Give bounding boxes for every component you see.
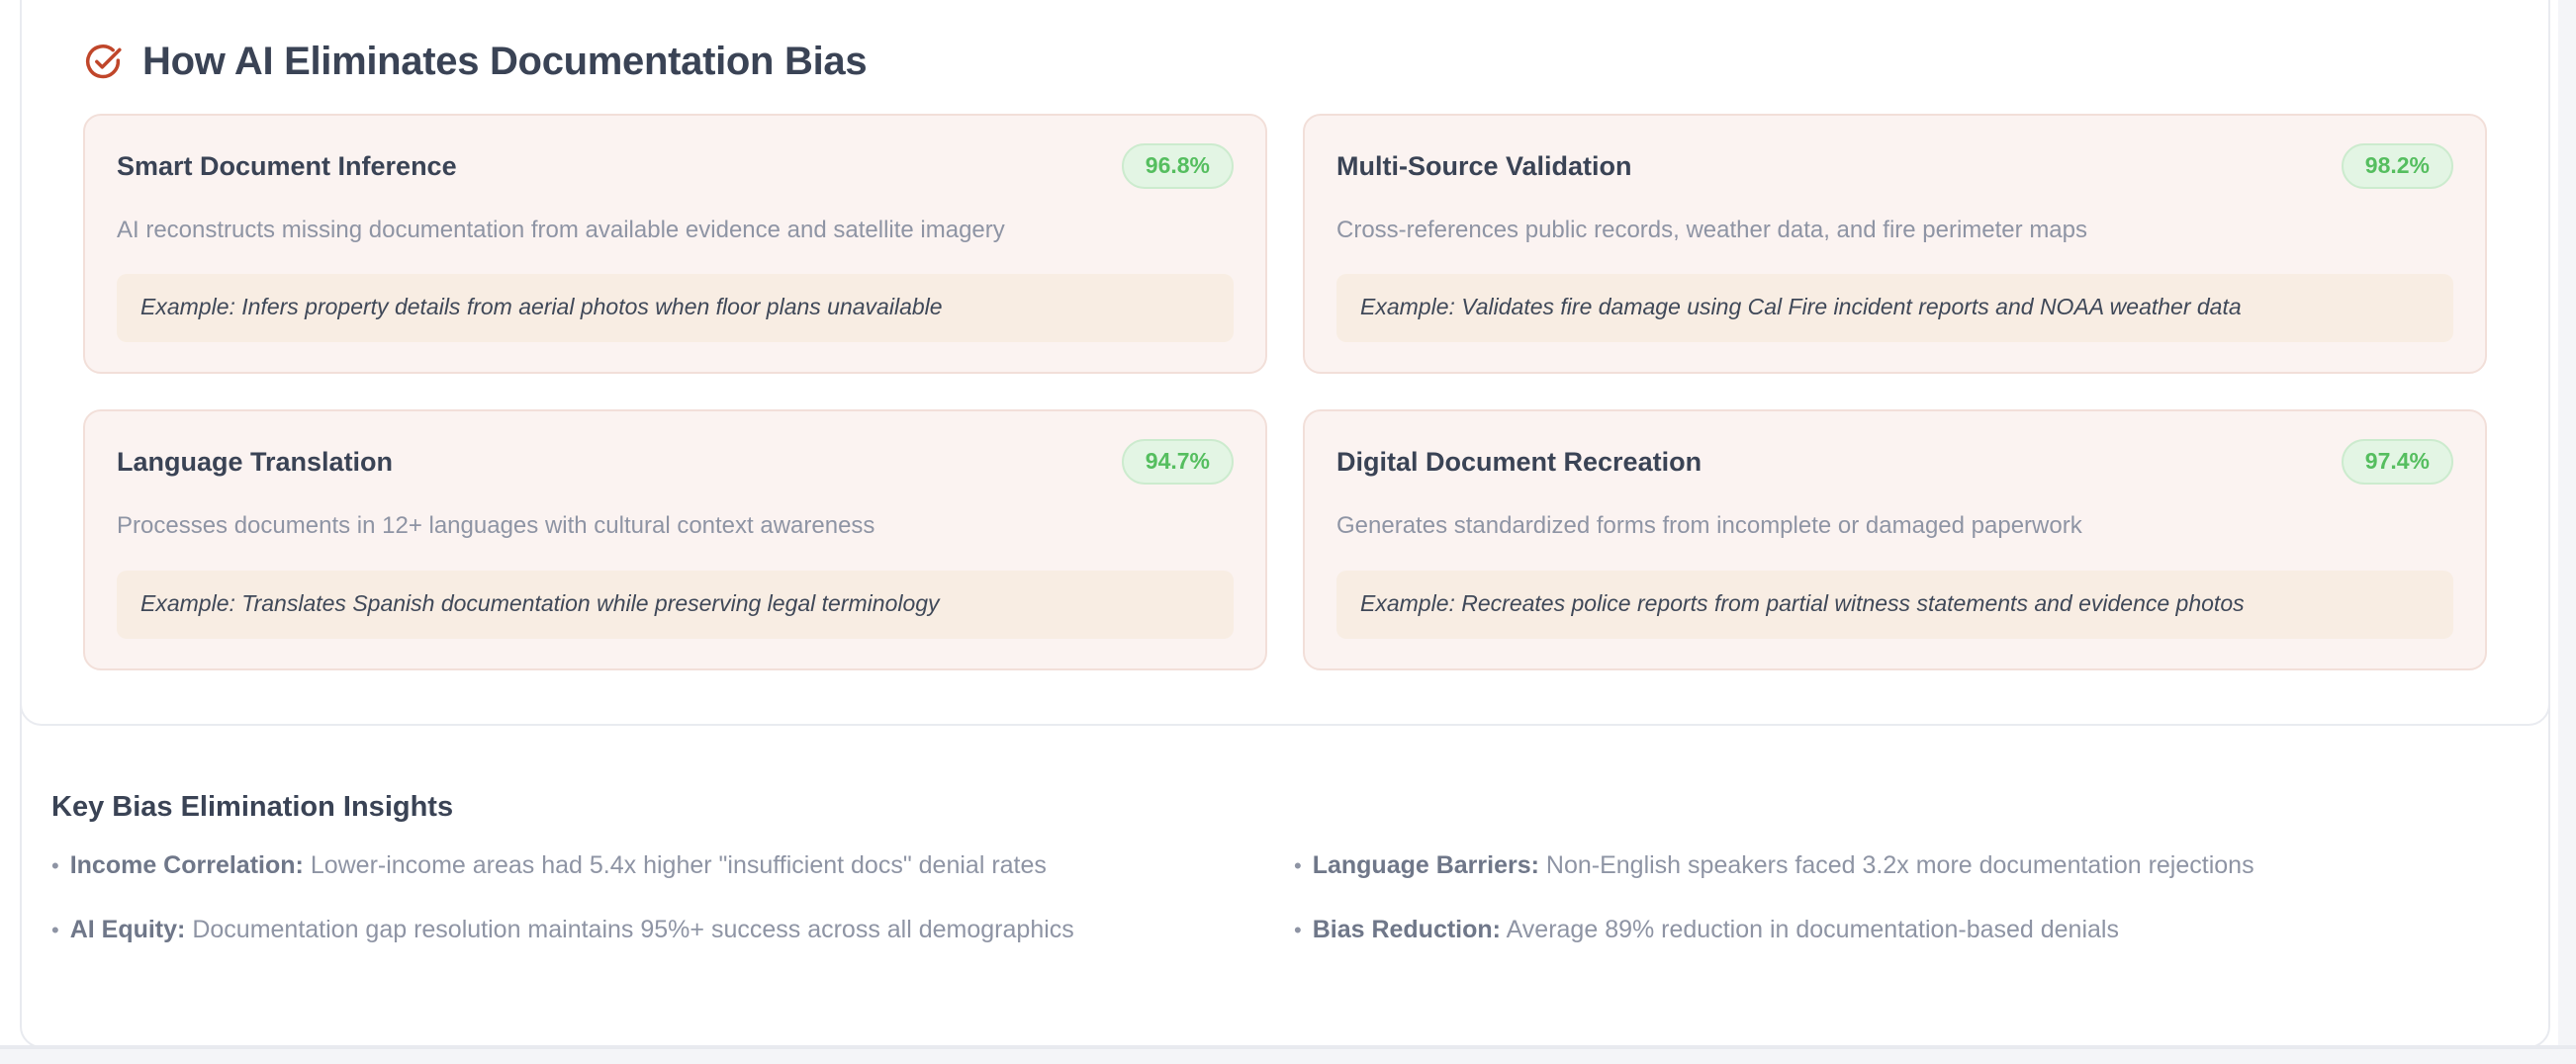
method-description: Generates standardized forms from incomp… — [1336, 512, 2082, 540]
method-card[interactable]: Smart Document Inference 96.8% AI recons… — [83, 114, 1267, 375]
insight-item: • AI Equity: Documentation gap resolutio… — [51, 914, 1252, 946]
method-card[interactable]: Language Translation 94.7% Processes doc… — [83, 409, 1267, 670]
accuracy-badge: 96.8% — [1121, 143, 1234, 189]
method-description: AI reconstructs missing documentation fr… — [117, 217, 1005, 243]
accuracy-badge: 98.2% — [2341, 143, 2453, 189]
insight-item: • Bias Reduction: Average 89% reduction … — [1294, 914, 2495, 946]
method-card-header: Language Translation 94.7% — [117, 439, 1234, 486]
insight-label: Bias Reduction: — [1312, 915, 1501, 943]
method-description: Processes documents in 12+ languages wit… — [117, 512, 875, 540]
bullet-icon: • — [1294, 917, 1302, 942]
insight-body: AI Equity: Documentation gap resolution … — [70, 914, 1074, 946]
bullet-icon: • — [51, 853, 59, 878]
insight-body: Bias Reduction: Average 89% reduction in… — [1313, 914, 2119, 946]
insight-value: Documentation gap resolution maintains 9… — [192, 915, 1074, 943]
method-grid: Smart Document Inference 96.8% AI recons… — [65, 114, 2505, 680]
method-description: Cross-references public records, weather… — [1336, 217, 2087, 243]
method-example: Example: Validates fire damage using Cal… — [1336, 274, 2453, 343]
insights-heading: Key Bias Elimination Insights — [51, 791, 454, 823]
page-bottom-divider — [0, 1045, 2576, 1049]
method-title: Multi-Source Validation — [1336, 150, 1632, 181]
method-card[interactable]: Multi-Source Validation 98.2% Cross-refe… — [1303, 114, 2487, 375]
insight-body: Language Barriers: Non-English speakers … — [1313, 849, 2254, 882]
page-bottom-background — [0, 1049, 2576, 1064]
documentation-bias-section: How AI Eliminates Documentation Bias Sma… — [20, 0, 2550, 726]
section-header: How AI Eliminates Documentation Bias — [65, 40, 2505, 84]
insight-label: AI Equity: — [69, 915, 186, 943]
method-card-header: Digital Document Recreation 97.4% — [1336, 439, 2453, 486]
page-right-gutter — [2558, 0, 2576, 1064]
insight-body: Income Correlation: Lower-income areas h… — [70, 849, 1047, 882]
insight-label: Income Correlation: — [69, 851, 304, 879]
method-card-header: Smart Document Inference 96.8% — [117, 143, 1234, 189]
method-card-header: Multi-Source Validation 98.2% — [1336, 143, 2453, 189]
method-title: Smart Document Inference — [117, 150, 457, 181]
insight-value: Average 89% reduction in documentation-b… — [1506, 915, 2119, 943]
bullet-icon: • — [1294, 853, 1302, 878]
insight-value: Lower-income areas had 5.4x higher "insu… — [310, 851, 1047, 879]
insight-value: Non-English speakers faced 3.2x more doc… — [1545, 851, 2254, 879]
method-example: Example: Infers property details from ae… — [117, 274, 1234, 343]
method-title: Digital Document Recreation — [1336, 447, 1702, 478]
check-circle-icon — [85, 44, 122, 78]
insight-item: • Income Correlation: Lower-income areas… — [51, 849, 1252, 882]
insights-grid: • Income Correlation: Lower-income areas… — [51, 849, 2495, 945]
method-title: Language Translation — [117, 447, 394, 478]
page-title: How AI Eliminates Documentation Bias — [142, 40, 868, 83]
insight-item: • Language Barriers: Non-English speaker… — [1294, 849, 2495, 882]
insight-label: Language Barriers: — [1312, 851, 1539, 879]
accuracy-badge: 97.4% — [2341, 439, 2453, 486]
key-insights-section: Key Bias Elimination Insights • Income C… — [51, 791, 2495, 945]
method-example: Example: Translates Spanish documentatio… — [117, 570, 1234, 639]
method-example: Example: Recreates police reports from p… — [1336, 570, 2453, 639]
method-card[interactable]: Digital Document Recreation 97.4% Genera… — [1303, 409, 2487, 670]
accuracy-badge: 94.7% — [1121, 439, 1234, 486]
bullet-icon: • — [51, 917, 59, 942]
